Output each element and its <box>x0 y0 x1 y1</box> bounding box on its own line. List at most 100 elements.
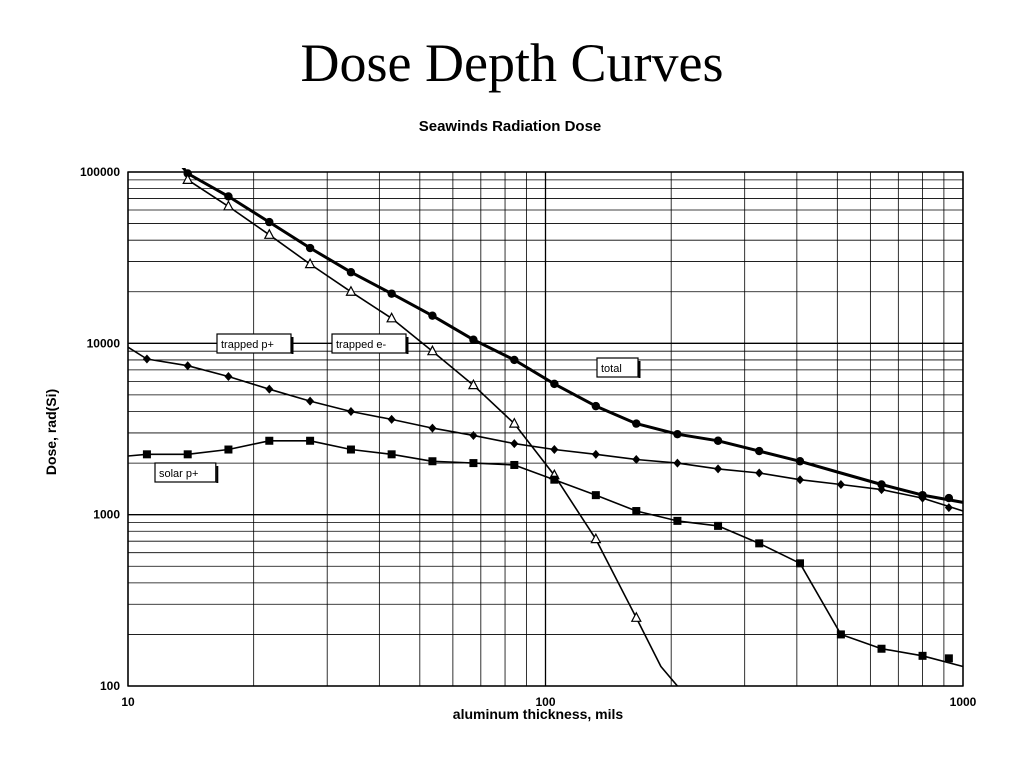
marker-total <box>305 243 315 253</box>
callout-box-trapped-e <box>331 333 407 354</box>
marker-total <box>591 401 601 411</box>
marker-total <box>346 268 356 277</box>
marker-total <box>387 289 396 298</box>
marker-solar-p <box>714 521 723 530</box>
marker-trapped-p <box>265 384 274 394</box>
series-line-trapped-e <box>187 179 679 686</box>
marker-total <box>877 480 886 489</box>
marker-trapped-p <box>306 396 315 406</box>
marker-trapped-e <box>304 257 316 269</box>
marker-layer <box>142 169 954 663</box>
callout-box-trapped-p <box>216 333 292 354</box>
grid <box>127 171 964 687</box>
marker-solar-p <box>183 450 192 459</box>
marker-solar-p <box>224 445 233 454</box>
legend-label-total: total <box>601 363 622 375</box>
marker-solar-p <box>755 539 764 548</box>
marker-trapped-e <box>182 173 194 184</box>
marker-trapped-e <box>426 344 438 356</box>
marker-solar-p <box>346 445 355 454</box>
legend-label-trapped-e: trapped e- <box>336 339 386 351</box>
marker-total <box>673 429 682 439</box>
marker-solar-p <box>469 459 478 468</box>
marker-total <box>224 192 233 201</box>
marker-solar-p <box>142 450 151 459</box>
series-callouts: total trapped e-trapped p+ solar p+ <box>154 333 641 483</box>
marker-trapped-p <box>510 439 519 449</box>
x-tick-label: 100 <box>535 695 555 709</box>
marker-solar-p <box>836 630 845 639</box>
marker-trapped-e <box>345 285 357 296</box>
marker-trapped-p <box>673 458 682 468</box>
x-axis-label: aluminum thickness, mils <box>453 706 624 722</box>
x-tick-label: 10 <box>121 695 135 709</box>
marker-total <box>265 217 274 227</box>
slide-title: Dose Depth Curves <box>300 33 724 93</box>
marker-solar-p <box>673 516 682 525</box>
marker-solar-p <box>944 654 953 663</box>
marker-solar-p <box>796 559 805 568</box>
marker-total <box>469 335 478 344</box>
marker-trapped-e <box>590 532 602 544</box>
y-tick-label: 10000 <box>87 336 121 350</box>
y-tick-label: 1000 <box>93 508 120 522</box>
y-tick-label: 100000 <box>80 165 120 179</box>
marker-trapped-p <box>428 423 437 433</box>
marker-total <box>510 355 519 365</box>
marker-trapped-e <box>508 417 520 428</box>
marker-trapped-p <box>944 503 953 513</box>
legend-label-trapped-p: trapped p+ <box>221 339 274 351</box>
marker-trapped-e <box>263 228 275 239</box>
marker-solar-p <box>265 436 274 445</box>
marker-total <box>550 379 559 389</box>
marker-solar-p <box>550 475 559 484</box>
marker-trapped-p <box>796 475 805 485</box>
series-line-total <box>181 168 964 504</box>
marker-trapped-p <box>836 479 845 489</box>
y-tick-label: 100 <box>100 679 120 693</box>
marker-total <box>755 446 764 456</box>
series-line-solar-p <box>128 439 964 668</box>
marker-trapped-e <box>467 378 479 390</box>
marker-total <box>944 493 954 503</box>
marker-trapped-p <box>346 407 355 417</box>
marker-total <box>428 311 437 320</box>
y-axis-label: Dose, rad(Si) <box>43 389 59 475</box>
marker-trapped-e <box>222 200 234 211</box>
marker-solar-p <box>632 507 641 516</box>
marker-trapped-p <box>224 372 233 382</box>
callout-box-solar-p <box>154 462 217 483</box>
marker-solar-p <box>387 450 396 459</box>
marker-trapped-p <box>714 464 723 474</box>
x-tick-label: 1000 <box>950 695 977 709</box>
marker-trapped-e <box>386 312 398 323</box>
marker-trapped-p <box>387 414 396 424</box>
chart-title: Seawinds Radiation Dose <box>419 118 602 135</box>
marker-solar-p <box>428 457 437 466</box>
marker-trapped-p <box>591 449 600 459</box>
marker-trapped-p <box>183 361 192 371</box>
callout-box-total <box>596 357 639 378</box>
marker-trapped-p <box>469 430 478 440</box>
marker-trapped-p <box>550 445 559 455</box>
marker-trapped-p <box>877 485 886 495</box>
series-line-trapped-p <box>128 346 964 512</box>
marker-trapped-p <box>632 454 641 464</box>
marker-total <box>183 169 192 178</box>
marker-trapped-p <box>755 468 764 478</box>
marker-solar-p <box>591 491 600 500</box>
plot-frame <box>127 171 964 687</box>
marker-total <box>795 457 805 466</box>
marker-solar-p <box>918 651 927 660</box>
marker-solar-p <box>510 460 519 469</box>
marker-trapped-p <box>918 493 927 503</box>
marker-trapped-p <box>142 354 151 364</box>
marker-total <box>632 419 641 428</box>
marker-total <box>713 436 723 445</box>
marker-solar-p <box>306 436 315 445</box>
marker-solar-p <box>877 644 886 653</box>
legend-label-solar-p: solar p+ <box>159 468 198 480</box>
marker-trapped-e <box>630 611 642 622</box>
